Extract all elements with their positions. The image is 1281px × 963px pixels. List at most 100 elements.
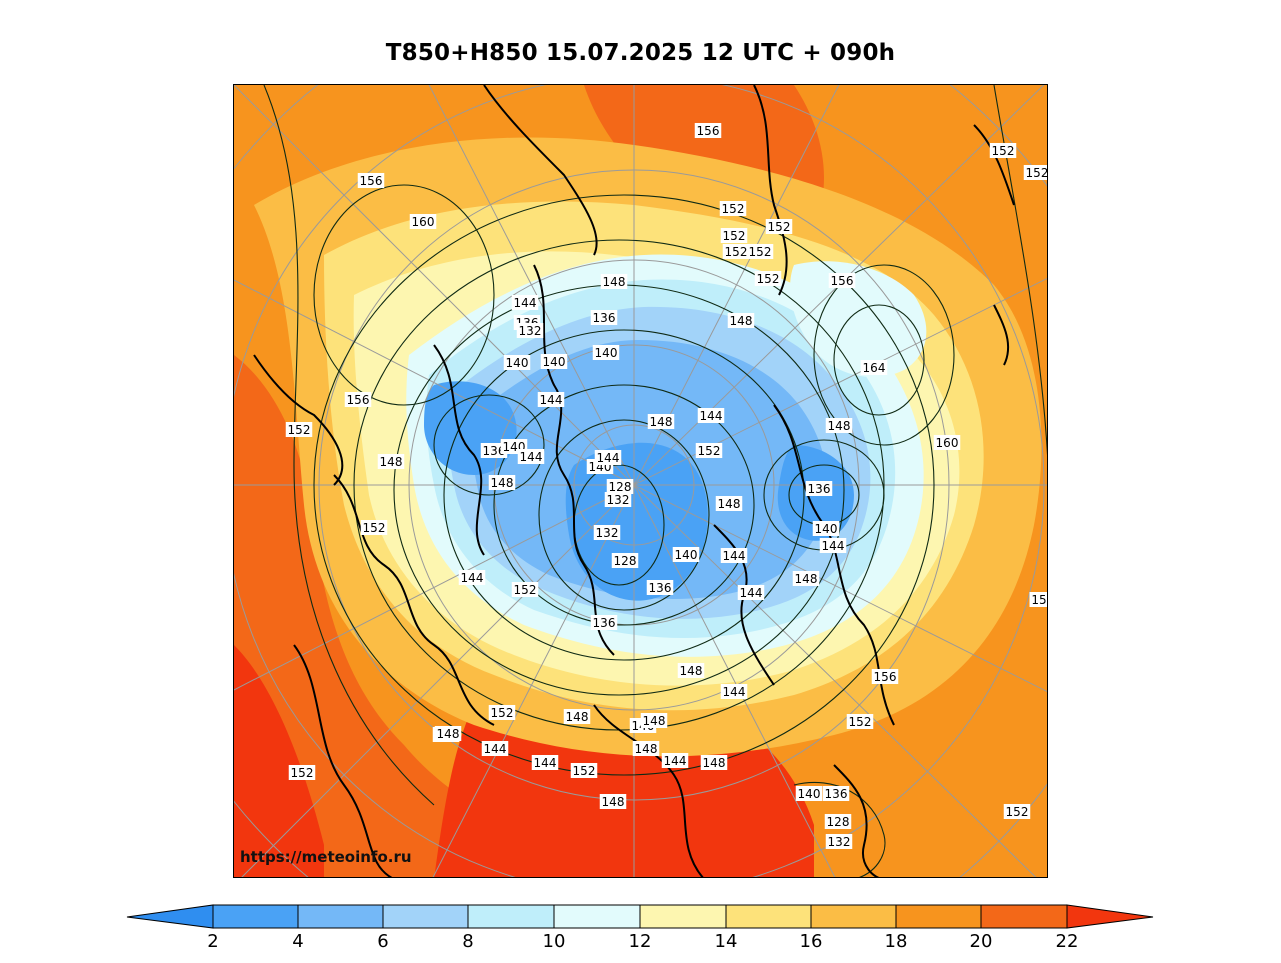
contour-label-text: 148 [680, 664, 703, 678]
contour-label-box [458, 570, 486, 585]
contour-label-text: 152 [749, 245, 772, 259]
contour-label-box [661, 753, 689, 768]
contour-label-box [700, 755, 728, 770]
contour-label-box [727, 313, 755, 328]
cool-band-2-4 [565, 442, 708, 601]
contour-label-box [871, 669, 899, 684]
contour-label: 128 [606, 479, 634, 494]
contour-label: 152 [288, 765, 316, 780]
contour-label: 156 [344, 392, 372, 407]
contour-label-text: 152 [291, 766, 314, 780]
contour-label-box [409, 214, 437, 229]
contour-label-text: 144 [723, 685, 746, 699]
colorbar-segment-2-4 [212, 904, 299, 929]
contour-label-text: 148 [380, 455, 403, 469]
contour-label-box [795, 786, 823, 801]
contour-label-text: 152 [849, 715, 872, 729]
contour-label-text: 140 [798, 787, 821, 801]
contour-label: 152 [746, 244, 774, 259]
contour-label-box [563, 709, 591, 724]
contour-label: 148 [600, 274, 628, 289]
colorbar-tick: 10 [542, 931, 566, 952]
contour-label-text: 152 [1026, 166, 1048, 180]
contour-label-box [819, 538, 847, 553]
contour-label-box [746, 244, 774, 259]
contour-label: 144 [517, 449, 545, 464]
contour-label-text: 148 [650, 415, 673, 429]
contour-label-box [606, 479, 634, 494]
contour-label-box [720, 548, 748, 563]
contour-label-box [828, 273, 856, 288]
cool-pocket-east [790, 261, 927, 378]
contour-label-box [517, 449, 545, 464]
contour-label-box [722, 244, 750, 259]
contour-label-text: 148 [602, 795, 625, 809]
contour-label-box [600, 274, 628, 289]
contour-label: 140 [592, 345, 620, 360]
contour-label-box [481, 741, 509, 756]
contour-label: 152 [720, 228, 748, 243]
contour-label-text: 140 [543, 355, 566, 369]
contour-label: 140 [795, 786, 823, 801]
colorbar-tick: 18 [884, 931, 908, 952]
contour-label-text: 148 [491, 476, 514, 490]
contour-label: 148 [599, 794, 627, 809]
contour-label-box [480, 443, 508, 458]
contour-label-text: 140 [595, 346, 618, 360]
contour-label-text: 152 [722, 202, 745, 216]
contour-label: 136 [480, 443, 508, 458]
contour-label-box [594, 450, 622, 465]
temperature-field-map: 1561521521561601521521521521521481521441… [234, 85, 1048, 877]
colorbar-tick: 20 [969, 931, 993, 952]
contour-label-box [989, 143, 1017, 158]
contour-label: 144 [737, 585, 765, 600]
contour-label: 156 [357, 173, 385, 188]
contour-label-box [537, 392, 565, 407]
contour-label: 160 [409, 214, 437, 229]
colorbar-segment-18-20 [895, 904, 982, 929]
contour-label-text: 136 [593, 311, 616, 325]
contour-label-box [812, 521, 840, 536]
contour-label: 152 [360, 520, 388, 535]
contour-label-text: 144 [723, 549, 746, 563]
contour-label-box [503, 355, 531, 370]
contour-label-text: 144 [540, 393, 563, 407]
contour-label: 136 [590, 310, 618, 325]
contour-label-box [488, 705, 516, 720]
contour-label-box [824, 814, 852, 829]
contour-label-box [737, 585, 765, 600]
contour-label-box [288, 765, 316, 780]
contour-label-box [846, 714, 874, 729]
contour-label: 152 [722, 244, 750, 259]
contour-label-text: 148 [635, 742, 658, 756]
contour-label-text: 132 [596, 526, 619, 540]
contour-label-text: 164 [863, 361, 886, 375]
contour-label: 148 [677, 663, 705, 678]
contour-label-box [540, 354, 568, 369]
map-panel: 156 152 152 156 160 152 152 152 152 152 148 152 144 1… [233, 84, 1048, 878]
contour-label-text: 144 [520, 450, 543, 464]
contour-label-box [719, 201, 747, 216]
contour-label-text: 156 [831, 274, 854, 288]
contour-label-box [697, 408, 725, 423]
colorbar-segment-20-22 [980, 904, 1068, 929]
contour-label-box [647, 414, 675, 429]
contour-label: 15 [1029, 592, 1047, 607]
contour-label-box [695, 443, 723, 458]
contour-label: 136 [822, 786, 850, 801]
coastlines [253, 85, 1015, 877]
contour-label: 152 [719, 201, 747, 216]
contour-label-box [360, 520, 388, 535]
contour-label: 128 [824, 814, 852, 829]
contour-label: 144 [594, 450, 622, 465]
watermark-text: https://meteoinfo.ru [240, 848, 412, 866]
colorbar-segment-12-14 [639, 904, 727, 929]
contour-label-box [646, 580, 674, 595]
contour-label-box [590, 310, 618, 325]
contour-label: 136 [590, 615, 618, 630]
contour-label-text: 152 [698, 444, 721, 458]
contour-label: 152 [695, 443, 723, 458]
contour-label-box [590, 615, 618, 630]
contour-label: 156 [694, 123, 722, 138]
contour-label-box [715, 496, 743, 511]
